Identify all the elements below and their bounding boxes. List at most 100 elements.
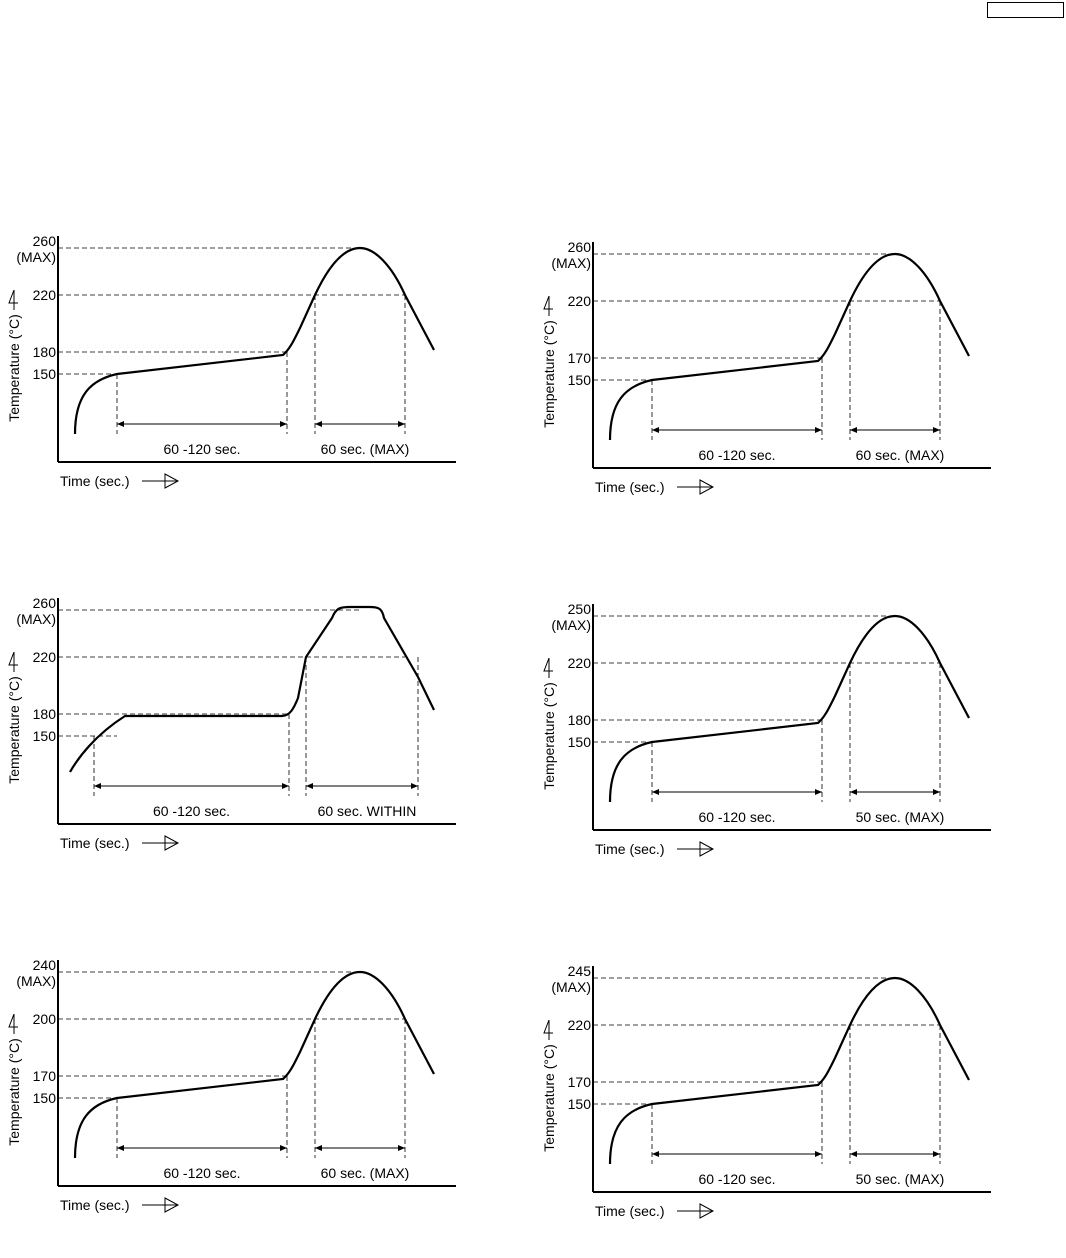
arrow-head (315, 1145, 322, 1151)
x-axis-label: Time (sec.) (60, 473, 129, 489)
up-arrow-icon (8, 651, 18, 672)
up-arrow-icon (8, 289, 18, 310)
y-axis-label: Temperature (°C) (6, 314, 22, 422)
chart-svg: 260(MAX) 220 180 150 Temperature (°C) 60 -120… (6, 233, 456, 489)
x-axis-label: Time (sec.) (60, 835, 129, 851)
chart-svg: 245(MAX) 220 170 150 Temperature (°C) 60 -120… (541, 963, 991, 1219)
reflow-duration-label: 60 sec. (MAX) (321, 1165, 410, 1181)
y-tick-preheat-upper: 170 (568, 1074, 592, 1090)
x-axis-label: Time (sec.) (595, 1203, 664, 1219)
y-tick-peak-max: (MAX) (16, 249, 56, 265)
reflow-duration-label: 50 sec. (MAX) (856, 809, 945, 825)
y-tick-peak-max: (MAX) (551, 617, 591, 633)
right-arrow-icon (677, 479, 715, 495)
page-number-box (987, 2, 1064, 18)
right-arrow-icon (677, 1203, 715, 1219)
x-axis-label: Time (sec.) (595, 479, 664, 495)
right-arrow-icon (677, 841, 715, 857)
y-tick-preheat-upper: 170 (568, 350, 592, 366)
arrow-head (94, 783, 101, 789)
reflow-profile-chart-3: 260 (MAX) 220 180 150 Temperature (°C) 60 -120… (0, 590, 480, 890)
arrow-head (117, 421, 124, 427)
y-axis-label: Temperature (°C) (541, 1044, 557, 1152)
temperature-profile-line (69, 605, 435, 773)
arrow-head (652, 1151, 659, 1157)
y-axis-label: Temperature (°C) (541, 682, 557, 790)
y-axis-label: Temperature (°C) (6, 1038, 22, 1146)
y-axis-label: Temperature (°C) (541, 320, 557, 428)
y-tick-peak-max: (MAX) (16, 611, 56, 627)
reflow-profile-chart-5: 240 (MAX) 200 170 150 Temperature (°C) 60 -120… (0, 952, 480, 1252)
y-tick-preheat-upper: 180 (33, 706, 57, 722)
arrow-head (398, 421, 405, 427)
arrow-head (933, 1151, 940, 1157)
y-tick-peak: 260 (33, 233, 57, 249)
arrow-head (280, 1145, 287, 1151)
reflow-duration-label: 60 sec. (MAX) (856, 447, 945, 463)
y-axis-label: Temperature (°C) (6, 676, 22, 784)
arrow-head (280, 421, 287, 427)
arrow-head (282, 783, 289, 789)
y-tick-peak-max: (MAX) (551, 255, 591, 271)
y-tick-peak: 260 (33, 595, 57, 611)
y-tick-threshold: 220 (568, 1017, 592, 1033)
y-tick-threshold: 200 (33, 1011, 57, 1027)
reflow-profile-chart-6: 245 (MAX) 220 170 150 Temperature (°C) 60 -120… (535, 958, 1015, 1258)
up-arrow-icon (8, 1013, 18, 1034)
arrow-head (815, 1151, 822, 1157)
preheat-duration-label: 60 -120 sec. (163, 1165, 240, 1181)
arrow-head (850, 427, 857, 433)
arrow-head (306, 783, 313, 789)
up-arrow-icon (543, 657, 553, 678)
chart-svg: 250(MAX) 220 180 150 Temperature (°C) 60 -120… (541, 601, 991, 857)
y-tick-peak: 260 (568, 239, 592, 255)
arrow-head (815, 789, 822, 795)
y-tick-preheat-lower: 150 (33, 366, 57, 382)
arrow-head (815, 427, 822, 433)
y-tick-preheat-upper: 180 (568, 712, 592, 728)
temperature-profile-line (73, 970, 435, 1159)
x-axis-label: Time (sec.) (60, 1197, 129, 1213)
arrow-head (652, 789, 659, 795)
y-tick-preheat-lower: 150 (568, 734, 592, 750)
y-tick-preheat-lower: 150 (568, 372, 592, 388)
arrow-head (315, 421, 322, 427)
y-tick-preheat-lower: 150 (568, 1096, 592, 1112)
preheat-duration-label: 60 -120 sec. (698, 1171, 775, 1187)
preheat-duration-label: 60 -120 sec. (698, 447, 775, 463)
temperature-profile-line (608, 976, 970, 1165)
right-arrow-icon (142, 1197, 180, 1213)
x-axis-label: Time (sec.) (595, 841, 664, 857)
chart-svg: 260(MAX) 220 170 150 Temperature (°C) 60 -120… (541, 239, 991, 495)
arrow-head (398, 1145, 405, 1151)
reflow-duration-label: 60 sec. WITHIN (318, 803, 417, 819)
up-arrow-icon (543, 1019, 553, 1040)
y-tick-preheat-lower: 150 (33, 728, 57, 744)
preheat-duration-label: 60 -120 sec. (153, 803, 230, 819)
y-tick-preheat-upper: 180 (33, 344, 57, 360)
y-tick-threshold: 220 (33, 649, 57, 665)
y-tick-threshold: 220 (568, 655, 592, 671)
y-tick-peak: 250 (568, 601, 592, 617)
reflow-duration-label: 50 sec. (MAX) (856, 1171, 945, 1187)
temperature-profile-line (608, 252, 970, 441)
reflow-profile-chart-2: 260 (MAX) 220 170 150 Temperature (°C) 60 -120… (535, 234, 1015, 534)
y-tick-threshold: 220 (33, 287, 57, 303)
reflow-profile-chart-1: 260 (MAX) 220 180 150 Temperature (°C) 60 -120… (0, 228, 480, 528)
arrow-head (411, 783, 418, 789)
y-tick-threshold: 220 (568, 293, 592, 309)
preheat-duration-label: 60 -120 sec. (163, 441, 240, 457)
right-arrow-icon (142, 473, 180, 489)
y-tick-preheat-lower: 150 (33, 1090, 57, 1106)
temperature-profile-line (73, 246, 435, 435)
y-tick-preheat-upper: 170 (33, 1068, 57, 1084)
y-tick-peak: 240 (33, 957, 57, 973)
y-tick-peak-max: (MAX) (551, 979, 591, 995)
arrow-head (850, 1151, 857, 1157)
y-tick-peak-max: (MAX) (16, 973, 56, 989)
reflow-duration-label: 60 sec. (MAX) (321, 441, 410, 457)
chart-svg: 240(MAX) 200 170 150 Temperature (°C) 60 -120… (6, 957, 456, 1213)
reflow-profile-chart-4: 250 (MAX) 220 180 150 Temperature (°C) 60 -120… (535, 596, 1015, 896)
y-tick-peak: 245 (568, 963, 592, 979)
temperature-profile-line (608, 614, 970, 803)
